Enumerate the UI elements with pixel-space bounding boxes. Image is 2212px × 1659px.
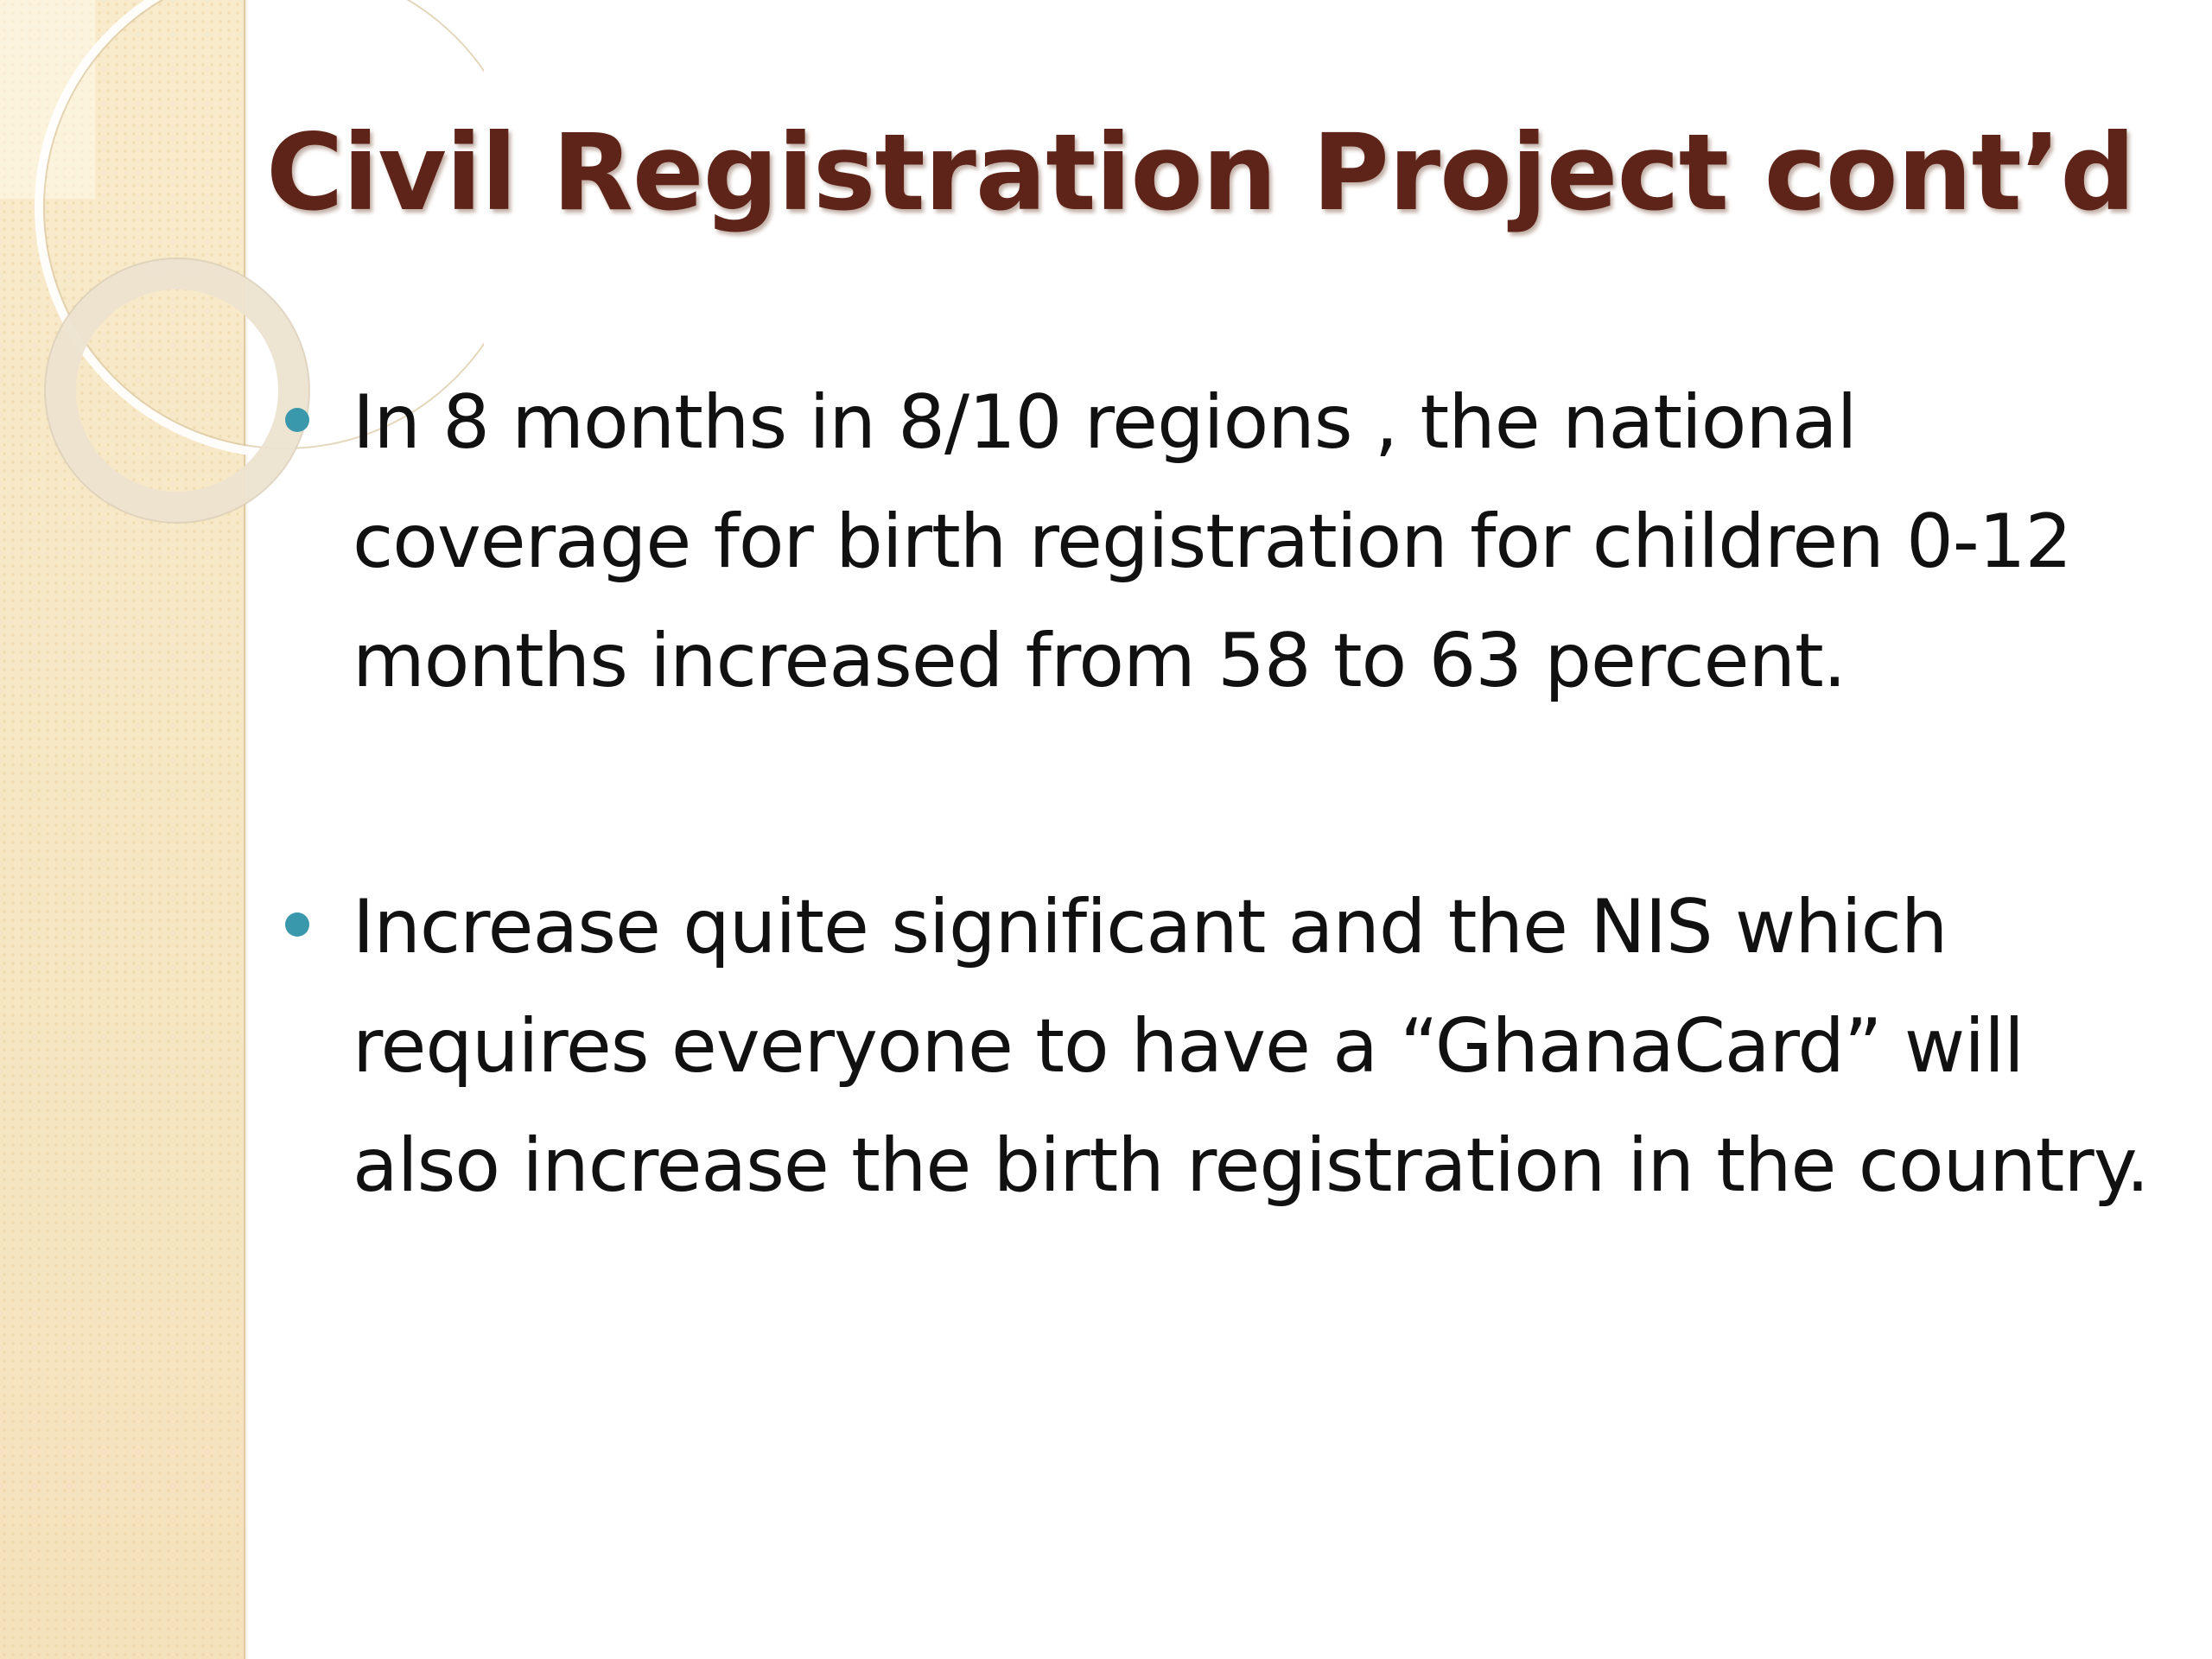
bullet-text: Increase quite significant and the NIS w… [353,884,2150,1209]
side-panel-shadow [244,0,249,1659]
bullet-list: In 8 months in 8/10 regions , the nation… [285,363,2186,1225]
decorative-side-panel [0,0,245,1659]
bullet-item: Increase quite significant and the NIS w… [285,868,2186,1225]
decorative-corner-square [0,0,95,199]
bullet-text: In 8 months in 8/10 regions , the nation… [353,379,2072,704]
bullet-dot-icon [285,408,309,432]
slide-title: Civil Registration Project cont’d [266,111,2136,234]
bullet-dot-icon [285,912,309,937]
bullet-item: In 8 months in 8/10 regions , the nation… [285,363,2186,721]
